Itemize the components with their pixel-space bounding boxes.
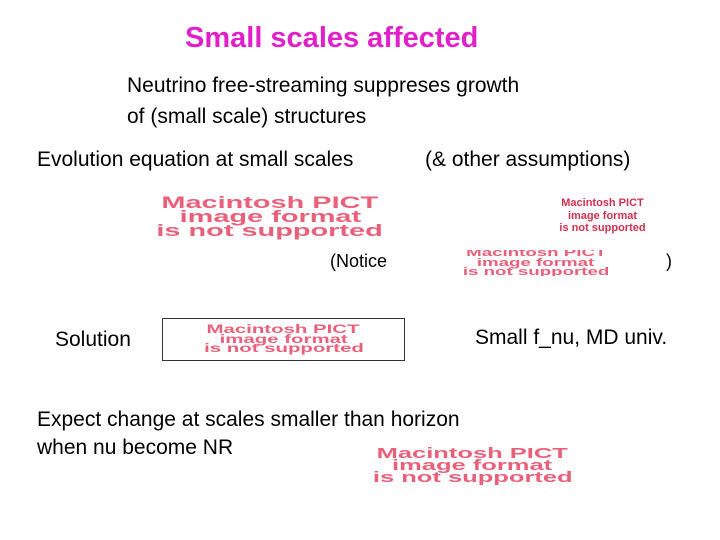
notice-close-paren: ) bbox=[666, 251, 672, 271]
pict-line-1: Macintosh PICT bbox=[465, 250, 607, 260]
pict-placeholder-evolution-equation: Macintosh PICT image format is not suppo… bbox=[40, 193, 500, 241]
pict-line-1: Macintosh PICT bbox=[161, 193, 379, 213]
assumptions-label: (& other assumptions) bbox=[425, 148, 631, 171]
pict-line-1: Macintosh PICT bbox=[561, 197, 644, 210]
slide-title: Small scales affected bbox=[185, 22, 479, 54]
notice-label: (Notice bbox=[330, 251, 388, 271]
expect-line-1: Expect change at scales smaller than hor… bbox=[37, 408, 460, 431]
pict-placeholder-horizon: Macintosh PICT image format is not suppo… bbox=[290, 446, 655, 486]
expect-line-2: when nu become NR bbox=[37, 436, 234, 459]
pict-placeholder-notice: Macintosh PICT image format is not suppo… bbox=[405, 250, 667, 276]
pict-line-1: Macintosh PICT bbox=[206, 321, 361, 336]
pict-placeholder-assumptions: Macintosh PICT image format is not suppo… bbox=[540, 196, 665, 236]
intro-line-2: of (small scale) structures bbox=[127, 105, 367, 128]
pict-line-3: is not supported bbox=[462, 265, 610, 276]
pict-line-2: image format bbox=[392, 456, 553, 474]
pict-line-2: image format bbox=[567, 209, 638, 222]
expect-text: Expect change at scales smaller than hor… bbox=[37, 406, 460, 462]
small-fnu-label: Small f_nu, MD univ. bbox=[475, 326, 668, 349]
pict-line-2: image format bbox=[219, 331, 348, 346]
solution-label: Solution bbox=[55, 328, 131, 351]
pict-line-3: is not supported bbox=[372, 469, 573, 486]
intro-text: Neutrino free-streaming suppreses growth… bbox=[127, 70, 519, 132]
pict-line-3: is not supported bbox=[156, 220, 384, 240]
pict-placeholder-solution: Macintosh PICT image format is not suppo… bbox=[162, 318, 405, 361]
pict-line-2: image format bbox=[477, 256, 595, 269]
evolution-equation-label: Evolution equation at small scales bbox=[37, 148, 354, 171]
pict-line-3: is not supported bbox=[559, 222, 646, 235]
pict-line-2: image format bbox=[179, 207, 361, 227]
intro-line-1: Neutrino free-streaming suppreses growth bbox=[127, 74, 520, 97]
pict-line-3: is not supported bbox=[203, 341, 364, 356]
pict-line-1: Macintosh PICT bbox=[376, 446, 569, 462]
